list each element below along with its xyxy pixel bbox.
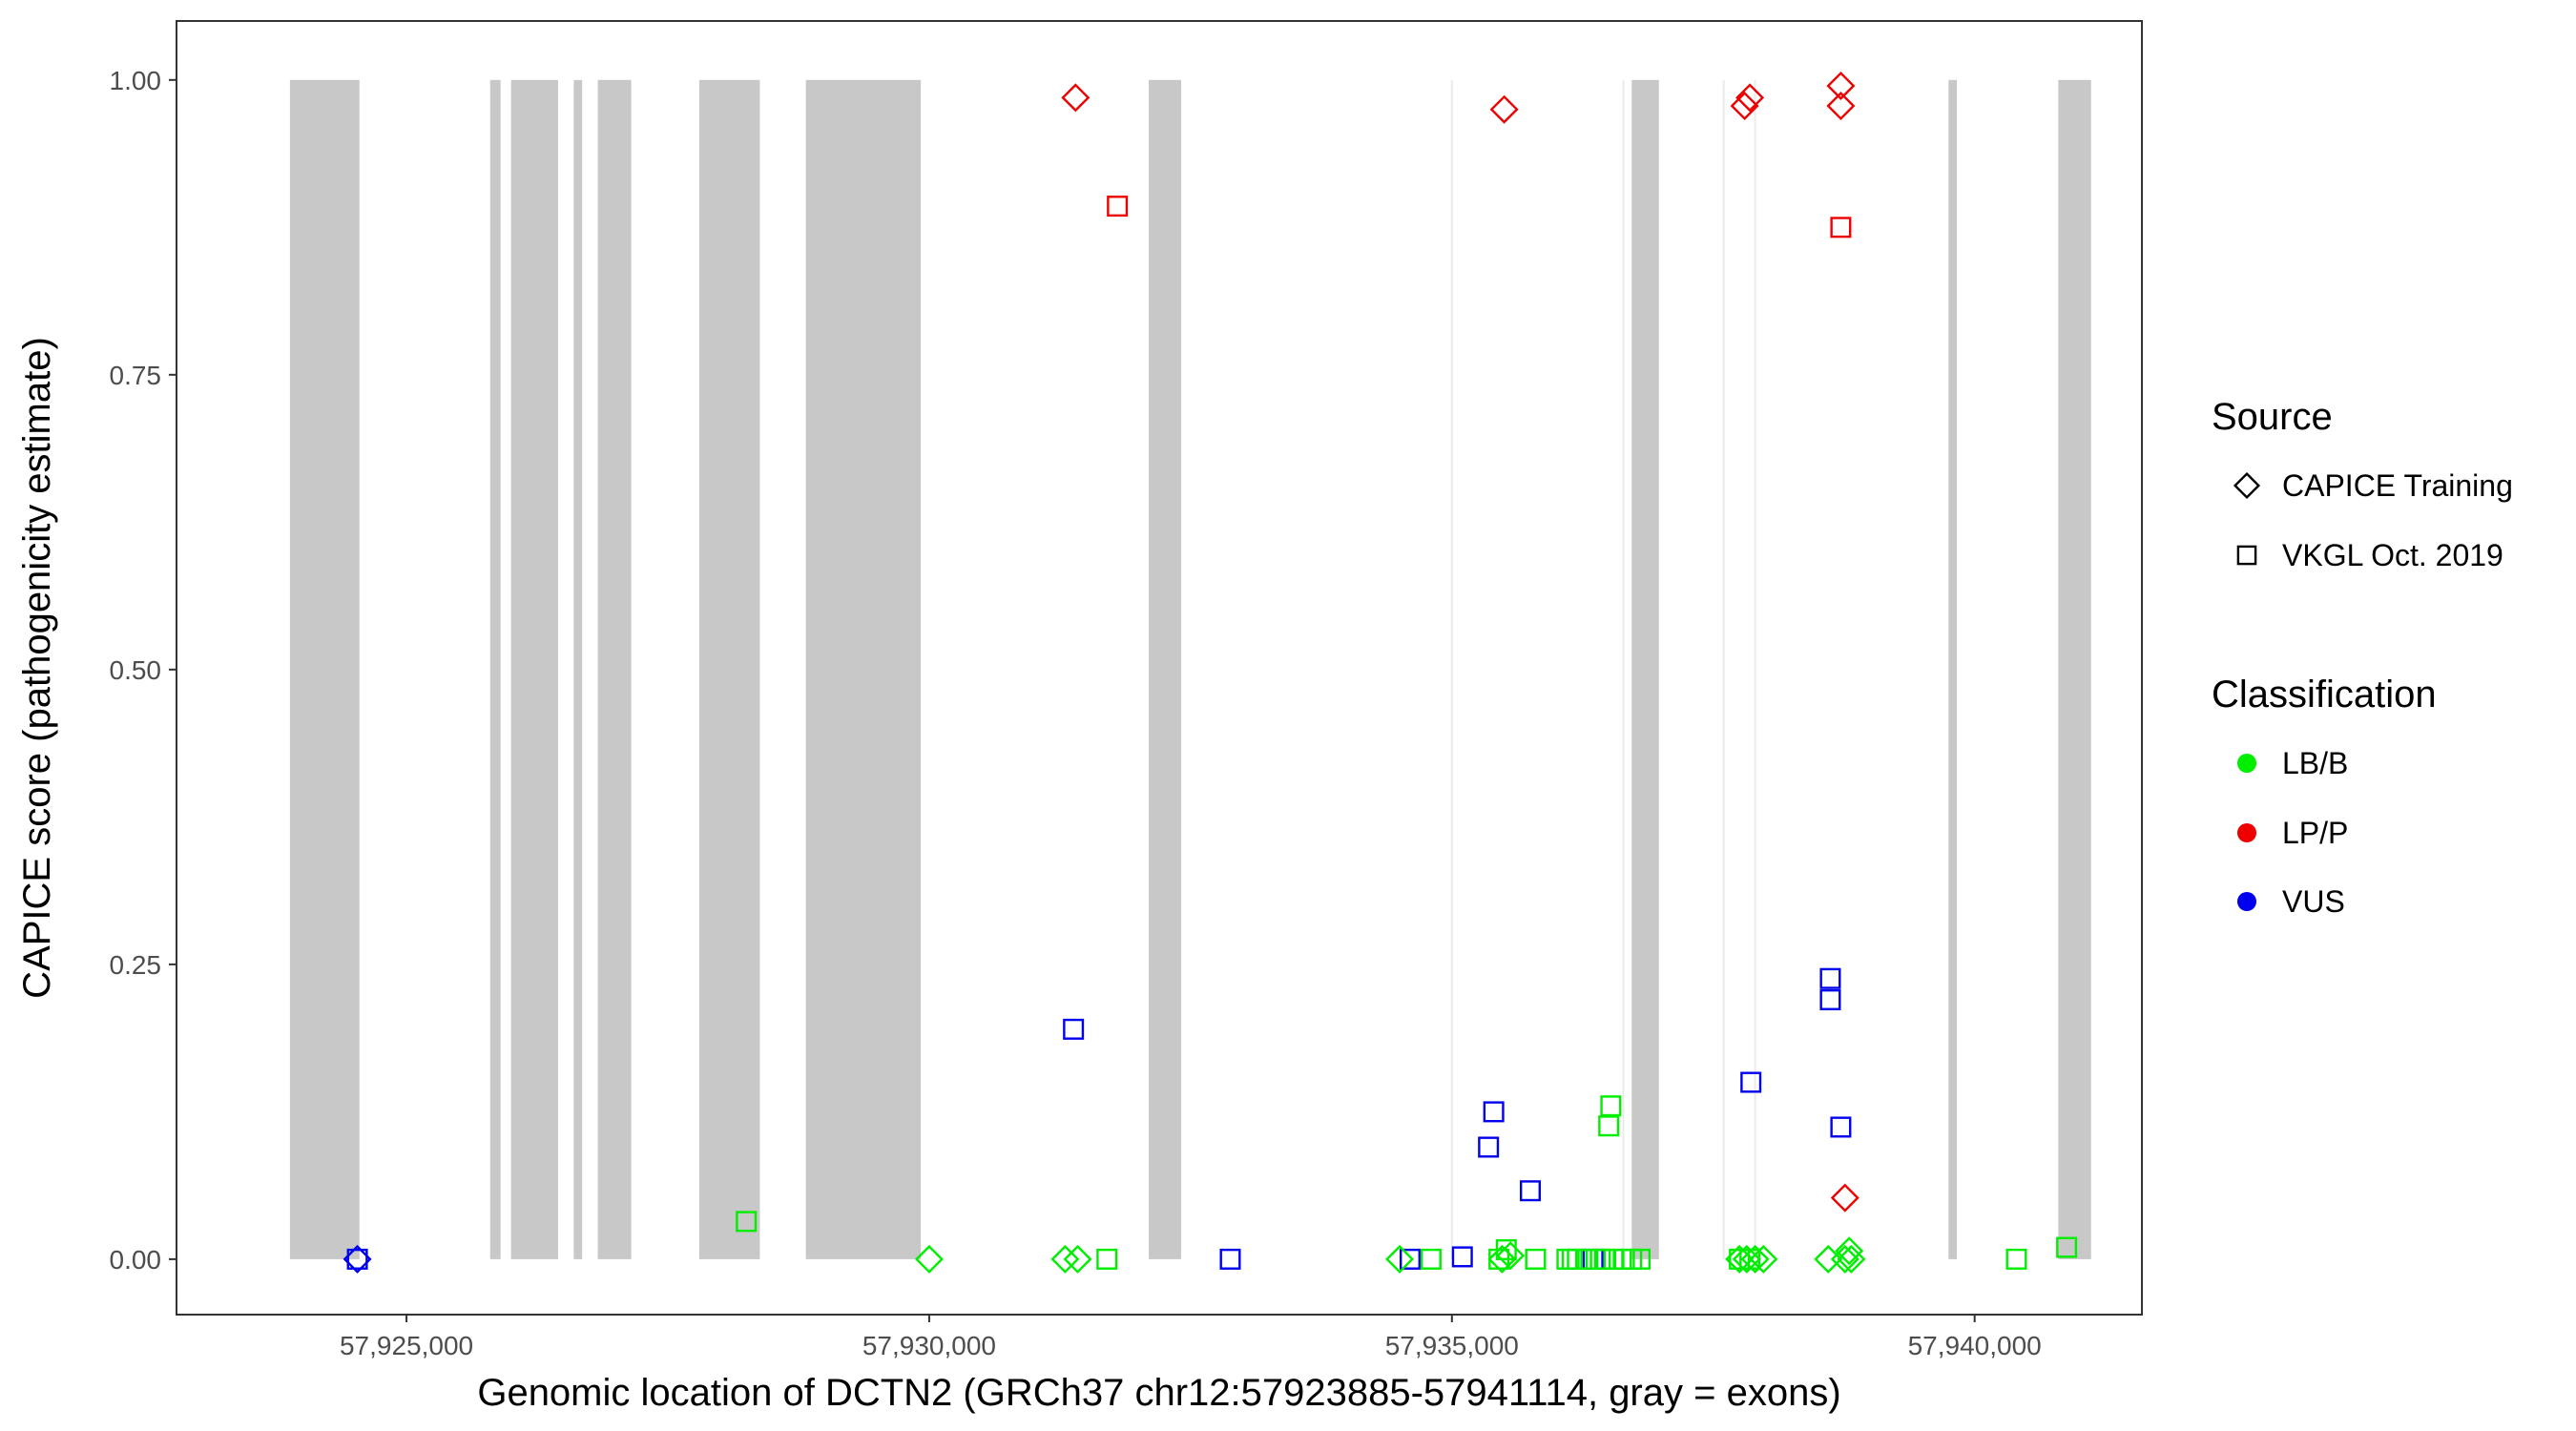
point-vus-square-2-7 [1519, 1180, 1541, 1202]
x-axis-title: Genomic location of DCTN2 (GRCh37 chr12:… [477, 1372, 1840, 1414]
exon-bar-5 [698, 79, 760, 1259]
legend-label-lbb: LB/B [2282, 746, 2348, 780]
y-tick-label-4: 1.00 [110, 66, 162, 95]
exon-bar-4 [597, 79, 632, 1259]
exon-bar-9 [1948, 79, 1958, 1259]
legend-key-square [2236, 545, 2257, 566]
point-lbb-diamond-4-13 [1837, 1244, 1866, 1274]
point-vus-square-2-2 [1219, 1248, 1241, 1270]
point-lbb-diamond-4-3 [1385, 1244, 1415, 1274]
legend-key-lpp [2237, 823, 2256, 842]
x-tick-label-0: 57,925,000 [340, 1331, 473, 1360]
point-lbb-square-5-5 [1525, 1248, 1547, 1270]
exon-bar-3 [573, 79, 583, 1259]
point-lbb-square-5-4 [1495, 1239, 1517, 1261]
point-lbb-diamond-4-8 [1740, 1244, 1770, 1274]
point-lbb-square-5-19 [1739, 1248, 1761, 1270]
point-lbb-diamond-4-9 [1749, 1244, 1778, 1274]
point-lpp-diamond-0-2 [1730, 92, 1759, 120]
legend-label-vus: VUS [2282, 884, 2345, 919]
legend-label-diamond: CAPICE Training [2282, 468, 2513, 503]
point-vus-diamond-3-0 [343, 1244, 372, 1274]
point-lbb-diamond-4-2 [1063, 1244, 1092, 1274]
point-lbb-diamond-4-0 [914, 1244, 944, 1274]
point-lbb-diamond-4-4 [1487, 1244, 1517, 1274]
point-lpp-diamond-0-4 [1826, 71, 1856, 100]
point-lpp-diamond-0-5 [1826, 92, 1856, 120]
legend-key-vus [2237, 892, 2256, 911]
point-lpp-diamond-0-0 [1061, 83, 1091, 113]
point-lpp-diamond-0-6 [1830, 1183, 1859, 1213]
legend-label-square: VKGL Oct. 2019 [2282, 538, 2503, 572]
point-lbb-square-5-21 [2056, 1236, 2078, 1258]
legend-title-source: Source [2212, 396, 2333, 438]
legend-key-lbb [2237, 754, 2256, 773]
point-vus-square-2-10 [1819, 967, 1841, 989]
y-tick-label-0: 0.00 [110, 1245, 162, 1275]
panel-border [176, 20, 2143, 1316]
point-lpp-square-1-1 [1830, 217, 1852, 238]
point-vus-square-2-4 [1451, 1246, 1473, 1268]
exon-bar-1 [489, 79, 501, 1259]
axes: 0.00 0.25 0.50 0.75 1.00 57,925,000 57,930,000… [16, 20, 2143, 1414]
point-vus-square-2-9 [1740, 1071, 1762, 1093]
point-lbb-diamond-4-1 [1050, 1244, 1080, 1274]
point-vus-square-2-1 [1063, 1018, 1085, 1040]
x-tick-label-2: 57,935,000 [1385, 1331, 1519, 1360]
exon-bar-7 [1149, 79, 1182, 1259]
point-lbb-square-5-12 [1598, 1115, 1620, 1137]
point-lbb-diamond-4-11 [1830, 1244, 1859, 1274]
plot-panel [177, 21, 2142, 1315]
point-lbb-diamond-4-5 [1496, 1241, 1526, 1271]
legend-label-lpp: LP/P [2282, 816, 2348, 850]
point-lbb-square-5-0 [736, 1211, 758, 1233]
point-lbb-diamond-4-12 [1835, 1236, 1864, 1266]
y-tick-label-2: 0.50 [110, 655, 162, 685]
point-lbb-square-5-2 [1420, 1248, 1442, 1270]
point-vus-square-2-6 [1483, 1101, 1505, 1123]
legend-title-classification: Classification [2212, 674, 2437, 716]
y-tick-label-1: 0.25 [110, 950, 162, 980]
point-vus-square-2-3 [1399, 1248, 1421, 1270]
legend-key-diamond [2233, 471, 2261, 500]
x-tick-label-1: 57,930,000 [862, 1331, 996, 1360]
exon-bar-0 [289, 79, 360, 1259]
point-lbb-square-5-1 [1096, 1248, 1118, 1270]
exon-bar-10 [2058, 79, 2091, 1259]
point-lpp-square-1-0 [1107, 196, 1129, 218]
point-lbb-square-5-20 [2005, 1248, 2027, 1270]
legend: Source CAPICE Training VKGL Oct. 2019 Class… [2212, 396, 2513, 919]
exon-bar-6 [805, 79, 922, 1259]
point-vus-square-2-11 [1819, 988, 1841, 1010]
point-lbb-square-5-13 [1600, 1095, 1622, 1117]
y-axis-title: CAPICE score (pathogenicity estimate) [16, 337, 58, 999]
point-vus-square-2-12 [1830, 1116, 1852, 1138]
point-lpp-diamond-0-1 [1489, 94, 1519, 124]
data-points [343, 71, 2078, 1274]
point-lbb-square-5-9 [1577, 1248, 1599, 1270]
y-tick-label-3: 0.75 [110, 361, 162, 390]
x-tick-label-3: 57,940,000 [1908, 1331, 2042, 1360]
point-vus-square-2-0 [346, 1248, 368, 1270]
point-vus-square-2-5 [1478, 1136, 1500, 1158]
exon-bar-2 [510, 79, 558, 1259]
exon-bar-8 [1631, 79, 1659, 1259]
point-lbb-square-5-17 [1630, 1248, 1652, 1270]
point-lpp-diamond-0-3 [1735, 83, 1765, 113]
